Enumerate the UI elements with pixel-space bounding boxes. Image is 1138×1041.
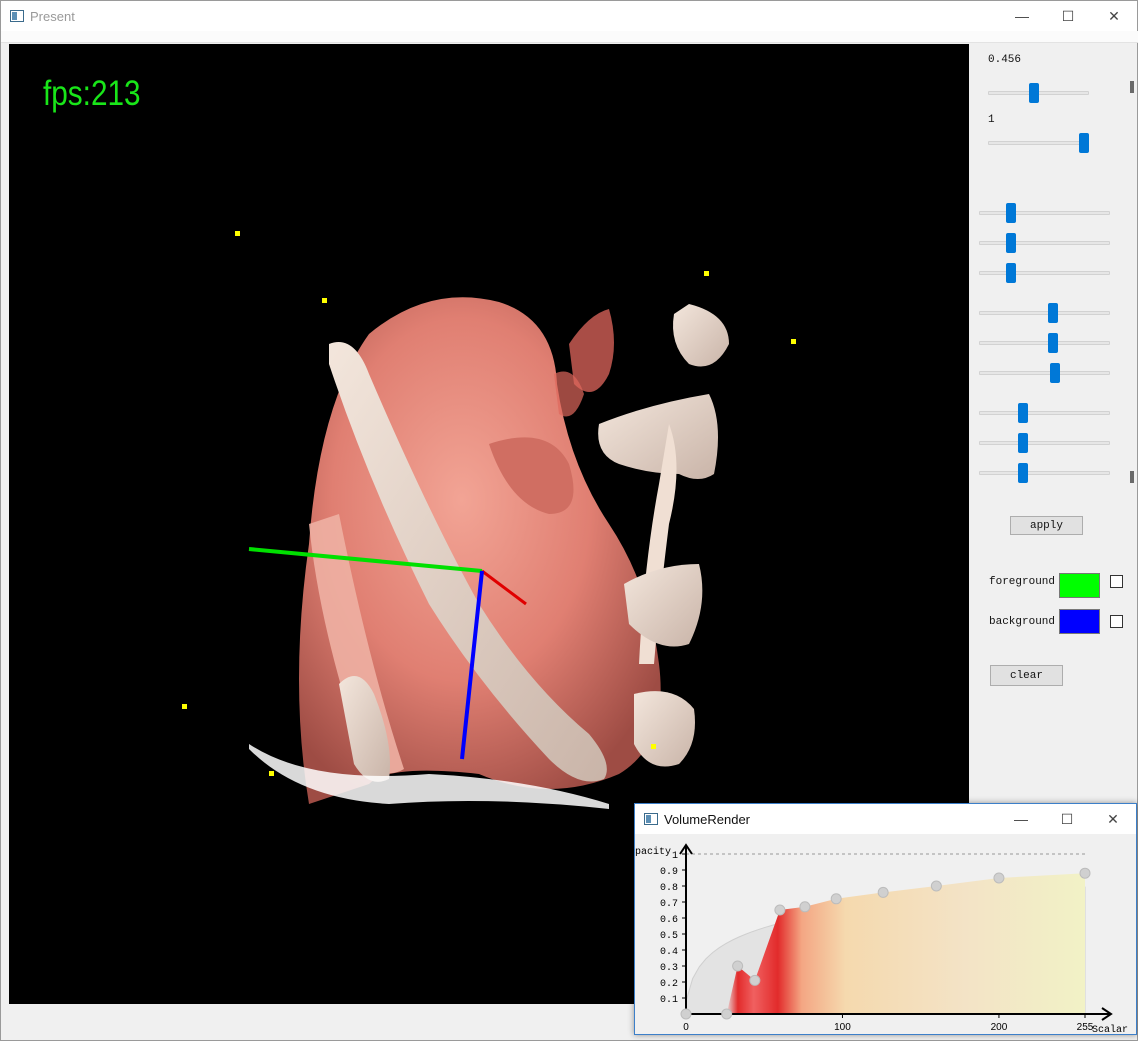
group-1-slider-1[interactable]	[979, 203, 1110, 223]
group-3-slider-1[interactable]	[979, 403, 1110, 423]
slider-thumb[interactable]	[1005, 263, 1016, 283]
transfer-function-editor[interactable]: 0.1 0.2 0.3 0.4 0.5 0.6 0.7 0.8 0.9 1 0 100 200 255 pa…	[635, 834, 1136, 1034]
slider-2-value: 1	[988, 114, 995, 126]
minimize-button[interactable]: —	[1015, 8, 1029, 24]
slider-track	[979, 411, 1110, 415]
y-tick-label: 0.6	[660, 915, 678, 926]
slider-thumb[interactable]	[1047, 333, 1058, 353]
background-checkbox[interactable]	[1110, 615, 1123, 628]
apply-button[interactable]: apply	[1010, 516, 1083, 535]
caption-buttons: — ☐ ✕	[999, 1, 1137, 31]
slider-track	[979, 241, 1110, 245]
x-tick-label: 255	[1077, 1022, 1094, 1033]
control-point[interactable]	[993, 872, 1005, 884]
slider-thumb[interactable]	[1050, 363, 1061, 383]
slider-track	[979, 211, 1110, 215]
control-point[interactable]	[1079, 867, 1091, 879]
maximize-button[interactable]: ☐	[1060, 810, 1074, 827]
yellow-markers	[182, 231, 796, 776]
slider-track	[979, 441, 1110, 445]
control-point[interactable]	[799, 901, 811, 913]
y-tick-label: 0.7	[660, 899, 678, 910]
slider-track	[979, 341, 1110, 345]
slider-track	[979, 311, 1110, 315]
slider-thumb[interactable]	[1017, 433, 1028, 453]
y-tick-label: 0.1	[660, 995, 678, 1006]
close-button[interactable]: ✕	[1108, 7, 1120, 24]
app-icon	[10, 10, 24, 22]
y-tick-label: 0.4	[660, 947, 678, 958]
y-tick-label: 0.3	[660, 963, 678, 974]
x-tick-label: 100	[834, 1022, 851, 1033]
control-point[interactable]	[732, 960, 744, 972]
app-icon	[644, 813, 658, 825]
clear-button[interactable]: clear	[990, 665, 1063, 686]
fps-counter: fps:213	[43, 74, 141, 113]
maximize-button[interactable]: ☐	[1061, 7, 1075, 24]
group-1-slider-3[interactable]	[979, 263, 1110, 283]
control-point[interactable]	[830, 893, 842, 905]
y-tick-label: 0.5	[660, 931, 678, 942]
x-axis-arrow	[1101, 1007, 1113, 1021]
control-point[interactable]	[680, 1008, 692, 1020]
slider-track	[979, 271, 1110, 275]
control-point[interactable]	[774, 904, 786, 916]
y-axis-arrow	[679, 843, 693, 855]
opacity-area	[686, 873, 1085, 1014]
volume-render-title: VolumeRender	[664, 811, 750, 827]
control-point[interactable]	[877, 886, 889, 898]
control-point[interactable]	[721, 1008, 733, 1020]
window-title: Present	[30, 8, 75, 24]
slider-2-thumb[interactable]	[1079, 133, 1089, 153]
group-2-slider-2[interactable]	[979, 333, 1110, 353]
menu-strip	[1, 31, 1138, 43]
main-titlebar[interactable]: Present — ☐ ✕	[1, 1, 1137, 31]
slider-1[interactable]	[988, 83, 1089, 103]
slider-thumb[interactable]	[1017, 403, 1028, 423]
y-tick-label: 0.8	[660, 883, 678, 894]
slider-thumb[interactable]	[1005, 203, 1016, 223]
x-axis-label: Scalar	[1092, 1024, 1128, 1034]
y-tick-label: 1	[672, 851, 678, 862]
scroll-indicator	[1130, 81, 1134, 93]
slider-2[interactable]	[988, 133, 1089, 153]
opacity-transfer-chart[interactable]: 0.1 0.2 0.3 0.4 0.5 0.6 0.7 0.8 0.9 1 0 100 200 255 pa…	[635, 834, 1136, 1034]
slider-track	[979, 471, 1110, 475]
slider-1-value: 0.456	[988, 54, 1022, 66]
organ-volume	[249, 297, 729, 809]
slider-thumb[interactable]	[1005, 233, 1016, 253]
y-axis-label: pacity	[635, 846, 671, 858]
caption-buttons: — ☐ ✕	[998, 804, 1136, 834]
x-tick-label: 0	[683, 1022, 689, 1033]
render-viewport[interactable]: fps:213	[9, 44, 969, 1004]
volume-render-window: VolumeRender — ☐ ✕ 0.1 0.	[634, 803, 1137, 1035]
slider-2-track	[988, 141, 1089, 145]
x-tick-label: 200	[991, 1022, 1008, 1033]
background-color-swatch[interactable]	[1059, 609, 1100, 634]
slider-thumb[interactable]	[1047, 303, 1058, 323]
y-tick-label: 0.9	[660, 867, 678, 878]
y-tick-label: 0.2	[660, 979, 678, 990]
scroll-indicator	[1130, 471, 1134, 483]
control-point[interactable]	[930, 880, 942, 892]
background-label: background	[989, 616, 1056, 628]
volume-scene	[182, 231, 796, 809]
group-2-slider-3[interactable]	[979, 363, 1110, 383]
slider-1-thumb[interactable]	[1029, 83, 1040, 103]
foreground-label: foreground	[989, 576, 1056, 588]
minimize-button[interactable]: —	[1014, 811, 1028, 827]
foreground-checkbox[interactable]	[1110, 575, 1123, 588]
close-button[interactable]: ✕	[1107, 810, 1119, 827]
axis-gizmo[interactable]	[248, 547, 527, 760]
group-3-slider-3[interactable]	[979, 463, 1110, 483]
foreground-color-swatch[interactable]	[1059, 573, 1100, 598]
group-1-slider-2[interactable]	[979, 233, 1110, 253]
group-3-slider-2[interactable]	[979, 433, 1110, 453]
slider-track	[979, 371, 1110, 375]
volume-render-titlebar[interactable]: VolumeRender — ☐ ✕	[635, 804, 1136, 834]
slider-thumb[interactable]	[1017, 463, 1028, 483]
group-2-slider-1[interactable]	[979, 303, 1110, 323]
control-point[interactable]	[749, 974, 761, 986]
